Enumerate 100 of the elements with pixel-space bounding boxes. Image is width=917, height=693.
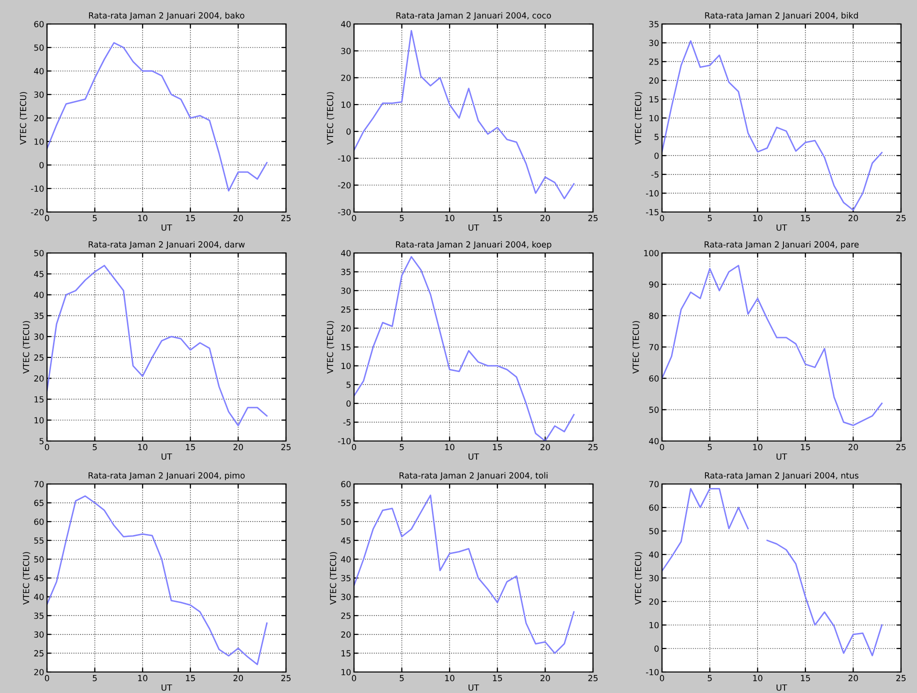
- chart-title: Rata-rata Jaman 2 Januari 2004, pare: [704, 241, 859, 250]
- x-tick-label: 0: [44, 214, 50, 222]
- chart-title: Rata-rata Jaman 2 Januari 2004, koep: [396, 241, 552, 250]
- y-tick-label: 0: [346, 128, 351, 135]
- y-axis-title: VTEC (TECU): [632, 321, 640, 374]
- x-tick-label: 20: [540, 444, 550, 450]
- x-tick-label: 25: [281, 214, 291, 222]
- chart-title: Rata-rata Jaman 2 Januari 2004, coco: [396, 12, 551, 20]
- y-tick-label: 25: [34, 354, 44, 361]
- y-tick-label: 10: [34, 138, 44, 145]
- x-axis-title: UT: [162, 224, 172, 231]
- y-tick-label: 45: [34, 270, 44, 278]
- y-tick-label: 20: [341, 631, 351, 638]
- y-tick-label: 10: [342, 102, 351, 108]
- x-tick-label: 25: [281, 444, 291, 450]
- x-tick-label: 0: [660, 444, 664, 450]
- y-tick-label: 55: [341, 500, 350, 506]
- y-tick-label: -30: [338, 208, 351, 216]
- x-tick-label: 10: [753, 444, 762, 450]
- y-tick-label: 80: [649, 312, 659, 319]
- x-tick-label: 20: [540, 674, 550, 682]
- x-tick-label: 5: [400, 675, 404, 682]
- y-tick-label: -5: [651, 171, 658, 178]
- x-tick-label: 0: [660, 674, 664, 682]
- y-tick-label: 40: [649, 551, 659, 558]
- x-tick-label: 20: [848, 674, 858, 682]
- y-tick-label: 60: [34, 20, 44, 28]
- x-tick-label: 10: [445, 674, 454, 682]
- y-tick-label: 20: [34, 668, 44, 676]
- y-tick-label: 50: [34, 44, 44, 51]
- y-tick-label: 40: [649, 438, 659, 444]
- x-tick-label: 15: [186, 215, 195, 222]
- y-tick-label: 60: [341, 480, 351, 488]
- y-tick-label: 40: [34, 594, 44, 600]
- y-tick-label: 20: [649, 77, 659, 84]
- line-series: [47, 495, 268, 666]
- x-tick-label: 5: [708, 444, 712, 450]
- x-tick-label: 15: [801, 675, 810, 682]
- y-tick-label: 30: [34, 334, 44, 340]
- x-tick-label: 5: [400, 215, 404, 222]
- x-tick-label: 25: [896, 214, 906, 222]
- line-series: [354, 30, 575, 200]
- y-tick-label: 20: [34, 375, 44, 382]
- y-tick-label: 65: [34, 500, 44, 506]
- x-tick-label: 20: [848, 214, 858, 222]
- y-tick-label: 40: [34, 68, 44, 74]
- y-tick-label: 50: [649, 528, 659, 534]
- x-axis-title: UT: [162, 684, 172, 691]
- x-tick-label: 10: [753, 674, 762, 682]
- x-tick-label: 25: [588, 444, 598, 450]
- y-tick-label: -10: [338, 438, 351, 444]
- x-tick-label: 0: [660, 214, 664, 222]
- x-tick-label: 25: [896, 444, 906, 450]
- x-tick-label: 0: [352, 444, 356, 450]
- x-tick-label: 20: [540, 214, 550, 222]
- y-tick-label: 45: [34, 575, 44, 582]
- y-tick-label: 15: [650, 96, 658, 102]
- y-tick-label: 60: [649, 504, 659, 511]
- x-axis-title: UT: [776, 224, 788, 231]
- line-series: [47, 264, 268, 426]
- y-tick-label: -5: [343, 419, 350, 426]
- x-axis-title: UT: [776, 453, 788, 460]
- y-tick-label: 15: [342, 650, 350, 656]
- x-tick-label: 10: [138, 444, 148, 450]
- line-series: [662, 40, 883, 211]
- y-tick-label: -10: [646, 190, 659, 196]
- y-axis-title: VTEC (TECU): [20, 92, 28, 145]
- x-tick-label: 25: [281, 674, 291, 682]
- chart-title: Rata-rata Jaman 2 Januari 2004, bikd: [705, 12, 858, 20]
- x-tick-label: 10: [138, 214, 148, 222]
- y-tick-label: 25: [649, 58, 658, 65]
- y-tick-label: 15: [34, 396, 44, 403]
- y-tick-label: 5: [346, 382, 350, 388]
- x-tick-label: 10: [445, 444, 454, 450]
- y-tick-label: 40: [34, 292, 44, 298]
- y-tick-label: 100: [644, 250, 659, 256]
- x-tick-label: 5: [92, 444, 97, 450]
- x-tick-label: 5: [92, 675, 97, 682]
- y-tick-label: 30: [34, 91, 44, 98]
- y-tick-label: 50: [649, 406, 659, 413]
- y-tick-label: -10: [31, 185, 44, 192]
- y-tick-label: 35: [34, 312, 44, 319]
- x-tick-label: 25: [588, 674, 598, 682]
- chart-title: Rata-rata Jaman 2 Januari 2004, ntus: [705, 472, 858, 480]
- y-tick-label: 40: [341, 250, 351, 256]
- x-tick-label: 20: [234, 674, 243, 682]
- y-tick-label: 5: [40, 438, 44, 444]
- x-tick-label: 25: [588, 214, 598, 222]
- y-tick-label: -20: [31, 208, 44, 216]
- y-tick-label: 30: [34, 631, 44, 638]
- y-axis-title: VTEC (TECU): [330, 552, 338, 605]
- y-tick-label: 20: [341, 74, 351, 81]
- y-axis-title: VTEC (TECU): [326, 92, 334, 145]
- y-tick-label: 25: [341, 612, 350, 619]
- x-tick-label: 0: [352, 674, 356, 682]
- x-tick-label: 20: [234, 214, 243, 222]
- x-tick-label: 15: [493, 675, 502, 682]
- y-tick-label: 40: [341, 556, 351, 562]
- x-axis-title: UT: [468, 453, 480, 460]
- chart-title: Rata-rata Jaman 2 Januari 2004, pimo: [88, 472, 245, 480]
